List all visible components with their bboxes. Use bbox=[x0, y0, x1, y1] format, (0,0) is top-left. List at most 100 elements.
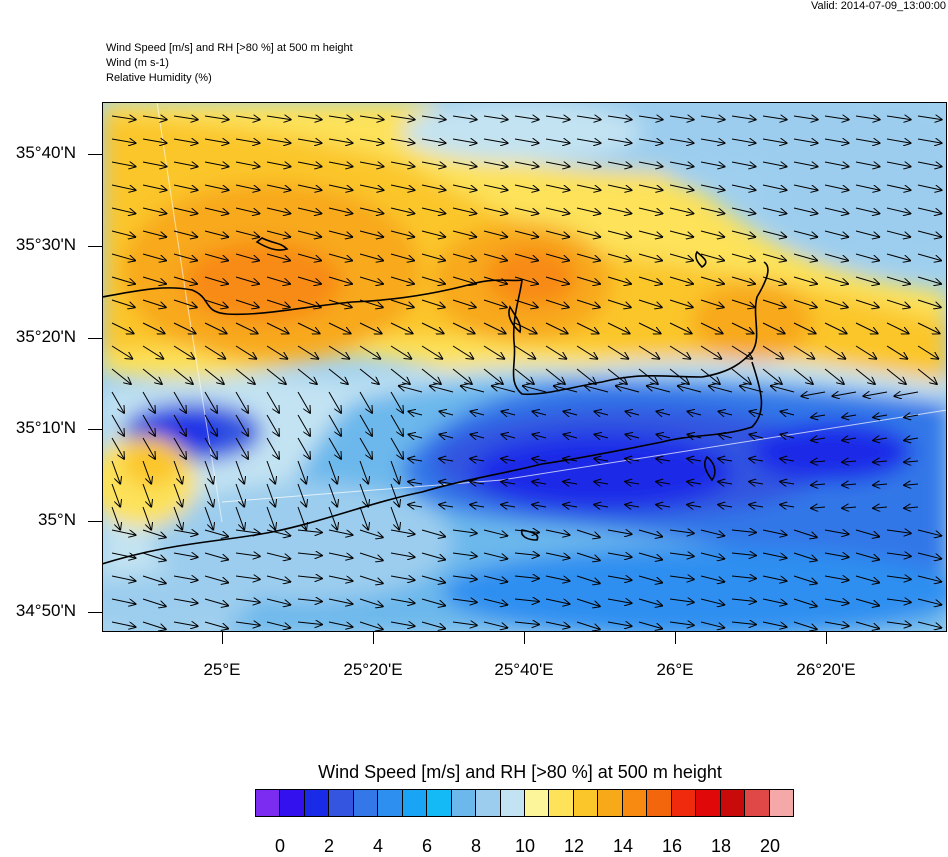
wind-arrow bbox=[235, 414, 248, 436]
wind-arrow bbox=[359, 207, 383, 214]
colorbar-swatch bbox=[280, 790, 305, 816]
wind-arrow bbox=[749, 459, 764, 461]
wind-arrow bbox=[297, 230, 321, 237]
wind-arrow bbox=[173, 414, 186, 436]
colorbar-swatch bbox=[256, 790, 281, 816]
wind-arrow bbox=[390, 622, 415, 626]
wind-arrow bbox=[564, 411, 578, 415]
wind-arrow bbox=[731, 553, 756, 556]
wind-arrow bbox=[204, 598, 228, 606]
wind-arrow bbox=[142, 575, 166, 583]
wind-arrow bbox=[638, 116, 663, 120]
wind-arrow bbox=[297, 299, 321, 307]
wind-arrow bbox=[576, 162, 601, 167]
wind-arrow bbox=[408, 459, 423, 461]
wind-arrow bbox=[886, 576, 911, 579]
wind-arrow bbox=[142, 414, 155, 436]
wind-arrow bbox=[483, 368, 503, 384]
wind-arrow bbox=[235, 368, 255, 384]
wind-arrow bbox=[762, 552, 787, 558]
wind-arrow bbox=[855, 116, 880, 120]
wind-arrow bbox=[142, 116, 167, 120]
wind-arrow bbox=[173, 391, 186, 413]
wind-arrow bbox=[917, 116, 942, 120]
wind-arrow bbox=[886, 253, 910, 261]
wind-arrow bbox=[607, 345, 628, 359]
wind-arrow bbox=[855, 322, 878, 334]
wind-arrow bbox=[111, 529, 136, 535]
wind-arrow bbox=[626, 411, 640, 415]
wind-arrow bbox=[266, 414, 279, 436]
wind-arrow bbox=[532, 459, 547, 461]
wind-arrow bbox=[855, 230, 879, 237]
lon-label: 25°20'E bbox=[343, 660, 403, 679]
wind-arrow bbox=[638, 322, 661, 334]
wind-arrow bbox=[173, 345, 194, 359]
wind-arrow bbox=[328, 299, 352, 307]
wind-arrow bbox=[235, 207, 259, 214]
wind-arrow bbox=[328, 552, 353, 558]
wind-arrow bbox=[440, 434, 454, 438]
wind-arrow bbox=[687, 459, 702, 461]
wind-arrow bbox=[483, 207, 507, 214]
wind-arrow bbox=[266, 575, 290, 582]
wind-arrow bbox=[762, 139, 787, 143]
wind-arrow bbox=[824, 553, 849, 557]
wind-arrow bbox=[638, 230, 662, 237]
colorbar-swatch bbox=[696, 790, 721, 816]
wind-arrow bbox=[235, 230, 259, 237]
wind-arrow bbox=[235, 576, 260, 579]
wind-arrow bbox=[235, 530, 260, 533]
wind-arrow bbox=[235, 162, 260, 167]
wind-arrow bbox=[762, 276, 786, 284]
wind-arrow bbox=[873, 507, 888, 508]
wind-arrow bbox=[111, 299, 135, 307]
wind-arrow bbox=[390, 368, 410, 384]
plot-title-1: Wind Speed [m/s] and RH [>80 %] at 500 m… bbox=[106, 42, 353, 54]
colorbar-label: 18 bbox=[710, 836, 732, 856]
wind-arrow bbox=[886, 368, 906, 384]
wind-arrow bbox=[390, 299, 414, 307]
wind-arrow bbox=[563, 482, 578, 484]
wind-arrow bbox=[781, 411, 795, 415]
wind-arrow bbox=[793, 621, 817, 629]
wind-arrow bbox=[328, 483, 337, 507]
wind-arrow bbox=[483, 184, 508, 190]
wind-arrow bbox=[669, 162, 694, 167]
wind-arrow bbox=[700, 575, 724, 582]
lat-tick bbox=[88, 338, 102, 339]
wind-arrow bbox=[514, 207, 538, 214]
lat-tick bbox=[88, 521, 102, 522]
lat-tick bbox=[88, 154, 102, 155]
wind-arrow bbox=[563, 459, 578, 461]
wind-arrow bbox=[533, 411, 547, 415]
wind-arrow bbox=[297, 530, 322, 533]
wind-arrow bbox=[483, 345, 504, 359]
wind-arrow bbox=[700, 276, 724, 284]
wind-arrow bbox=[904, 484, 919, 485]
wind-arrow bbox=[607, 276, 631, 284]
wind-arrow bbox=[607, 599, 632, 603]
wind-arrow bbox=[390, 162, 415, 167]
wind-arrow bbox=[731, 299, 755, 307]
wind-arrow bbox=[842, 438, 857, 440]
wind-arrow bbox=[297, 253, 321, 261]
wind-arrow bbox=[173, 162, 198, 167]
wind-arrow bbox=[297, 184, 322, 190]
wind-arrow bbox=[266, 276, 290, 284]
wind-arrow bbox=[886, 553, 911, 556]
wind-arrow bbox=[904, 507, 919, 508]
wind-arrow bbox=[297, 506, 306, 530]
colorbar-swatch bbox=[598, 790, 623, 816]
wind-arrow bbox=[762, 345, 783, 359]
map-panel bbox=[102, 102, 947, 632]
wind-arrow bbox=[740, 386, 764, 393]
wind-arrow bbox=[669, 139, 694, 143]
wind-arrow bbox=[700, 621, 724, 628]
wind-arrow bbox=[390, 230, 414, 237]
wind-arrow bbox=[638, 162, 663, 167]
wind-arrow bbox=[390, 460, 399, 484]
wind-arrow bbox=[390, 576, 415, 580]
wind-arrow bbox=[700, 139, 725, 143]
wind-arrow bbox=[762, 598, 787, 604]
